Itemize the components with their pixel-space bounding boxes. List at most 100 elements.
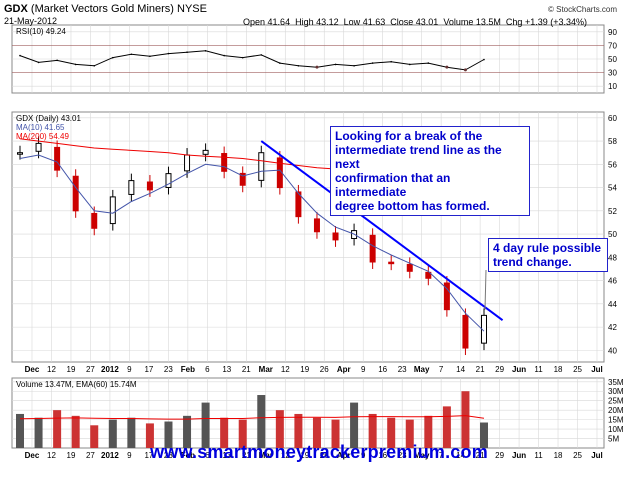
x-tick-label: 19 [67,451,76,460]
annotation-line: intermediate trend line as the next [335,143,502,171]
candle-body [221,153,228,172]
candle-body [35,142,42,152]
candle-body [91,212,98,229]
x-tick-label: 6 [205,451,210,460]
x-tick-label: Jun [512,451,526,460]
symbol: GDX [4,3,28,15]
rsi-point [297,65,300,67]
volume-bar [257,395,266,448]
rsi-point [74,63,77,66]
price-tick-label: 42 [608,323,617,332]
x-tick-label: 29 [495,451,504,460]
x-tick-label: 25 [573,451,582,460]
volume-bar [90,425,99,448]
rsi-point [483,58,485,61]
volume-bar [71,415,80,448]
x-tick-label: 23 [398,451,407,460]
chart-date: 21-May-2012 [4,16,58,26]
rsi-point [463,68,467,72]
x-tick-label: Feb [181,451,195,460]
candle-body [406,263,413,272]
volume-bar [368,413,377,448]
x-tick-label: 26 [320,365,329,374]
x-tick-label: 21 [476,451,485,460]
x-tick-label: 16 [378,365,387,374]
rsi-point [427,62,430,64]
rsi-tick-label: 30 [608,69,617,78]
rsi-point [241,56,244,59]
volume-bar [275,410,284,448]
price-tick-label: 44 [608,300,617,309]
rsi-point [353,65,355,67]
volume-bar [164,421,173,448]
rsi-point [334,63,337,66]
annotation-pointer [484,269,487,310]
volume-bar [145,423,154,448]
rsi-point [408,63,411,66]
security-name: (Market Vectors Gold Miners) [30,3,174,15]
low-value: 41.63 [362,17,386,27]
volume-bar [53,410,62,448]
rsi-point [19,54,21,57]
ma10-line [19,154,485,332]
rsi-point [93,65,96,67]
rsi-point [130,53,133,56]
candle-body [128,180,135,195]
trend-line [260,140,504,321]
price-tick-label: 52 [608,207,617,216]
x-tick-label: 9 [127,451,132,460]
annotation-line: degree bottom has formed. [335,199,490,213]
candle-body [109,196,116,225]
rsi-point [371,62,374,64]
x-tick-label: 27 [86,365,95,374]
x-tick-label: 13 [222,451,231,460]
x-tick-label: 17 [144,365,153,374]
x-tick-label: 12 [47,365,56,374]
x-tick-label: 7 [439,365,444,374]
x-tick-label: Feb [181,365,195,374]
x-tick-label: May [414,451,430,460]
rsi-point [223,54,225,57]
volume-bar [424,415,433,448]
website-watermark: www.smartmoneytrackerpremium.com [150,442,488,462]
x-tick-label: Mar [259,365,273,374]
x-tick-label: 17 [144,451,153,460]
candle-body [295,191,302,218]
x-tick-label: 18 [554,451,563,460]
volume-bar [220,417,229,448]
x-tick-label: 13 [222,365,231,374]
volume-bar [16,413,24,448]
volume-tick-label: 35M [608,378,624,387]
volume-tick-label: 5M [608,435,619,444]
volume-tick-label: 20M [608,406,624,415]
four-day-rule-annotation: 4 day rule possible trend change. [488,238,608,272]
annotation-line: Looking for a break of the [335,129,483,143]
ohlc-summary: Open 41.64 High 43.12 Low 41.63 Close 43… [243,17,587,27]
rsi-point [186,51,188,53]
candle-body [17,152,23,155]
x-tick-label: 11 [534,365,543,374]
close-value: 43.01 [415,17,439,27]
price-tick-label: 46 [608,277,617,286]
x-tick-label: 9 [361,365,366,374]
chart-title: GDX (Market Vectors Gold Miners) NYSE [4,3,207,15]
price-tick-label: 50 [608,230,617,239]
rsi-tick-label: 70 [608,41,617,50]
x-tick-label: Dec [25,451,40,460]
candle-body [332,232,339,241]
rsi-point [167,52,170,55]
volume-bar [294,413,303,448]
volume-bar [405,419,414,448]
x-tick-label: 7 [439,451,444,460]
x-tick-label: Jul [591,451,603,460]
volume-tick-label: 25M [608,397,624,406]
x-tick-label: May [414,365,430,374]
x-tick-label: 25 [573,365,582,374]
x-tick-label: 19 [300,365,309,374]
x-tick-label: 18 [554,365,563,374]
rsi-tick-label: 90 [608,28,617,37]
open-value: 41.64 [267,17,291,27]
x-tick-label: 9 [361,451,366,460]
x-tick-label: 12 [47,451,56,460]
x-tick-label: 6 [205,365,210,374]
